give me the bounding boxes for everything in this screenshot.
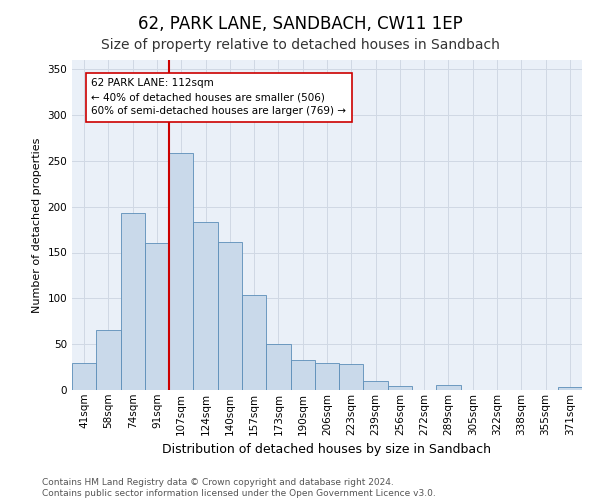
- Bar: [121, 213, 145, 390]
- Bar: [266, 344, 290, 390]
- Text: 62, PARK LANE, SANDBACH, CW11 1EP: 62, PARK LANE, SANDBACH, CW11 1EP: [137, 15, 463, 33]
- Bar: [193, 222, 218, 390]
- Bar: [242, 294, 266, 390]
- Bar: [218, 242, 242, 390]
- Bar: [145, 244, 169, 390]
- Bar: [388, 386, 412, 390]
- Bar: [315, 362, 339, 390]
- Bar: [558, 387, 582, 390]
- Bar: [436, 384, 461, 390]
- Bar: [72, 362, 96, 390]
- Y-axis label: Number of detached properties: Number of detached properties: [32, 138, 42, 312]
- Bar: [339, 364, 364, 390]
- Text: Contains HM Land Registry data © Crown copyright and database right 2024.
Contai: Contains HM Land Registry data © Crown c…: [42, 478, 436, 498]
- X-axis label: Distribution of detached houses by size in Sandbach: Distribution of detached houses by size …: [163, 443, 491, 456]
- Bar: [290, 360, 315, 390]
- Bar: [364, 381, 388, 390]
- Bar: [169, 154, 193, 390]
- Text: Size of property relative to detached houses in Sandbach: Size of property relative to detached ho…: [101, 38, 499, 52]
- Bar: [96, 330, 121, 390]
- Text: 62 PARK LANE: 112sqm
← 40% of detached houses are smaller (506)
60% of semi-deta: 62 PARK LANE: 112sqm ← 40% of detached h…: [91, 78, 346, 116]
